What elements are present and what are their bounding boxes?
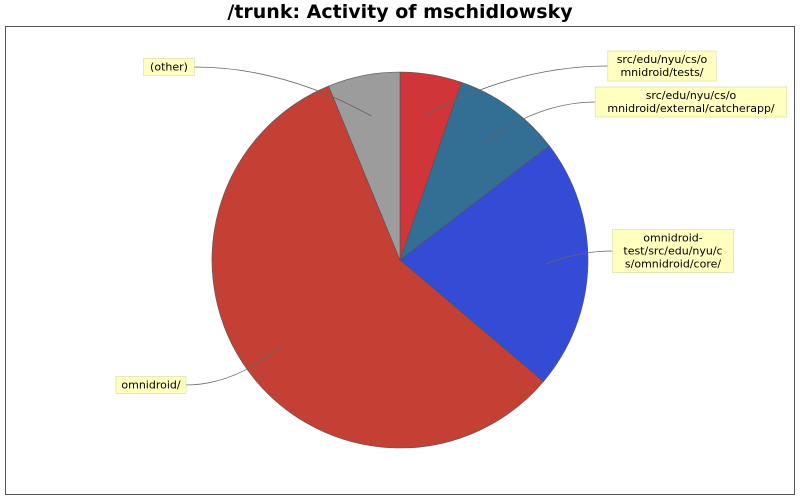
chart-title: /trunk: Activity of mschidlowsky	[227, 1, 573, 23]
label-box-4	[143, 58, 195, 76]
label-box-0	[607, 50, 717, 82]
label-text-2-2: s/omnidroid/core/	[625, 258, 721, 271]
slice-label-1: src/edu/nyu/cs/omnidroid/external/catche…	[594, 86, 788, 118]
slice-label-4: (other)	[143, 58, 195, 76]
label-text-0-1: mnidroid/tests/	[620, 66, 703, 79]
label-text-3-0: omnidroid/	[121, 379, 181, 392]
pie-slice-4	[328, 71, 401, 261]
leader-line-4	[194, 66, 372, 117]
leader-line-0	[424, 65, 608, 116]
pie-slice-3	[211, 85, 544, 449]
leader-line-2	[546, 250, 613, 265]
label-text-2-1: test/src/edu/nyu/c	[623, 245, 722, 258]
slice-label-3: omnidroid/	[115, 376, 187, 394]
leader-line-3	[185, 345, 282, 386]
label-text-1-1: mnidroid/external/catcherapp/	[607, 102, 775, 115]
slice-label-0: src/edu/nyu/cs/omnidroid/tests/	[607, 50, 717, 82]
slice-labels: src/edu/nyu/cs/omnidroid/tests/src/edu/n…	[115, 50, 788, 394]
label-box-2	[612, 229, 734, 273]
pie-slice-2	[399, 145, 589, 383]
label-text-4-0: (other)	[150, 61, 188, 74]
slice-label-2: omnidroid-test/src/edu/nyu/cs/omnidroid/…	[612, 229, 734, 273]
pie-slice-1	[399, 81, 550, 261]
label-text-0-0: src/edu/nyu/cs/o	[617, 53, 708, 66]
label-box-3	[115, 376, 187, 394]
label-box-1	[594, 86, 788, 118]
label-leader-lines	[185, 65, 613, 386]
leader-line-1	[485, 101, 596, 142]
label-text-2-0: omnidroid-	[643, 232, 703, 245]
pie-slices	[211, 71, 589, 449]
label-text-1-0: src/edu/nyu/cs/o	[646, 89, 737, 102]
